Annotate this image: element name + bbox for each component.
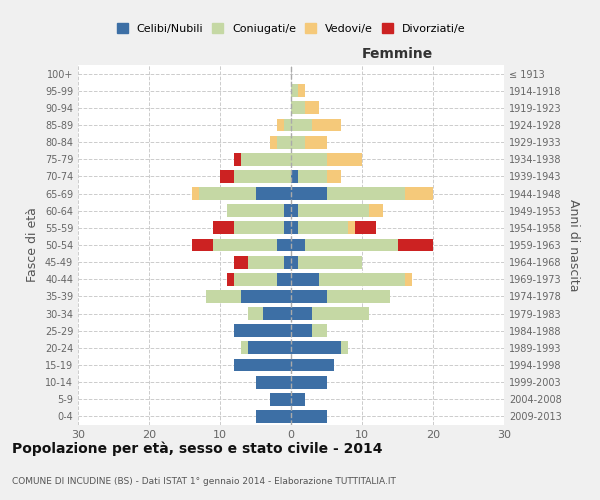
Bar	[313, 324, 326, 337]
Bar	[256, 187, 291, 200]
Bar	[305, 136, 326, 148]
Bar	[291, 307, 313, 320]
Bar	[313, 118, 341, 132]
Bar	[234, 358, 291, 372]
Bar	[291, 222, 298, 234]
Bar	[284, 118, 291, 132]
Bar	[234, 153, 241, 166]
Bar	[291, 342, 341, 354]
Text: Popolazione per età, sesso e stato civile - 2014: Popolazione per età, sesso e stato civil…	[12, 441, 383, 456]
Bar	[277, 238, 291, 252]
Bar	[291, 204, 298, 217]
Bar	[291, 290, 326, 303]
Bar	[398, 238, 433, 252]
Bar	[248, 256, 284, 268]
Bar	[305, 238, 398, 252]
Bar	[291, 170, 298, 183]
Bar	[326, 290, 391, 303]
Bar	[284, 222, 291, 234]
Bar	[298, 84, 305, 97]
Bar	[291, 376, 326, 388]
Bar	[326, 170, 341, 183]
Bar	[291, 136, 305, 148]
Bar	[355, 222, 376, 234]
Bar	[234, 170, 291, 183]
Bar	[298, 222, 348, 234]
Bar	[270, 393, 291, 406]
Bar	[270, 136, 277, 148]
Bar	[234, 256, 248, 268]
Bar	[234, 222, 284, 234]
Bar	[248, 342, 291, 354]
Bar	[220, 170, 234, 183]
Legend: Celibi/Nubili, Coniugati/e, Vedovi/e, Divorziati/e: Celibi/Nubili, Coniugati/e, Vedovi/e, Di…	[113, 20, 469, 38]
Bar	[191, 187, 199, 200]
Bar	[369, 204, 383, 217]
Bar	[291, 358, 334, 372]
Bar	[227, 273, 234, 285]
Bar	[319, 273, 404, 285]
Text: COMUNE DI INCUDINE (BS) - Dati ISTAT 1° gennaio 2014 - Elaborazione TUTTITALIA.I: COMUNE DI INCUDINE (BS) - Dati ISTAT 1° …	[12, 477, 396, 486]
Bar	[291, 273, 319, 285]
Bar	[291, 84, 298, 97]
Bar	[291, 256, 298, 268]
Bar	[241, 153, 291, 166]
Bar	[241, 290, 291, 303]
Bar	[326, 153, 362, 166]
Bar	[277, 273, 291, 285]
Bar	[291, 410, 326, 423]
Bar	[277, 118, 284, 132]
Bar	[227, 204, 284, 217]
Bar	[191, 238, 213, 252]
Text: Femmine: Femmine	[362, 48, 433, 62]
Bar	[305, 102, 319, 114]
Bar	[213, 222, 234, 234]
Bar	[206, 290, 241, 303]
Bar	[291, 187, 326, 200]
Bar	[284, 204, 291, 217]
Bar	[234, 324, 291, 337]
Bar	[256, 376, 291, 388]
Y-axis label: Fasce di età: Fasce di età	[26, 208, 39, 282]
Bar	[241, 342, 248, 354]
Bar	[234, 273, 277, 285]
Bar	[298, 256, 362, 268]
Bar	[404, 273, 412, 285]
Bar	[298, 170, 326, 183]
Bar	[291, 393, 305, 406]
Bar	[341, 342, 348, 354]
Bar	[313, 307, 369, 320]
Bar	[263, 307, 291, 320]
Bar	[404, 187, 433, 200]
Bar	[291, 118, 313, 132]
Bar	[256, 410, 291, 423]
Bar	[291, 238, 305, 252]
Bar	[248, 307, 263, 320]
Bar	[348, 222, 355, 234]
Bar	[277, 136, 291, 148]
Bar	[291, 324, 313, 337]
Bar	[291, 102, 305, 114]
Bar	[326, 187, 404, 200]
Bar	[284, 256, 291, 268]
Y-axis label: Anni di nascita: Anni di nascita	[567, 198, 580, 291]
Bar	[213, 238, 277, 252]
Bar	[199, 187, 256, 200]
Bar	[291, 153, 326, 166]
Bar	[298, 204, 369, 217]
